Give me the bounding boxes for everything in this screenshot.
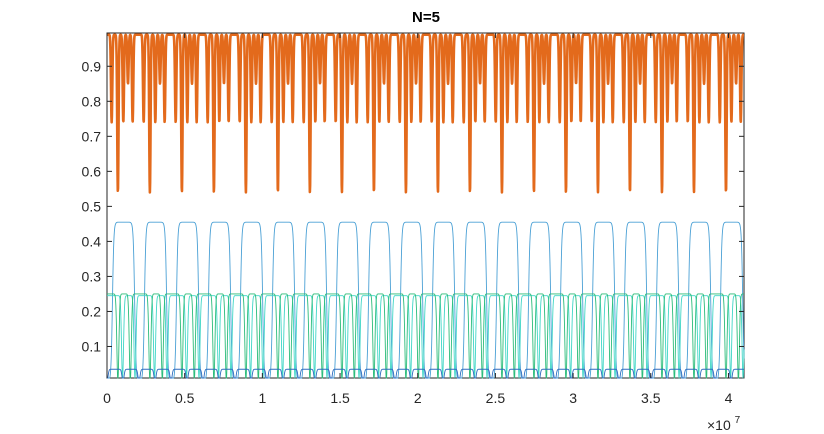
x-axis-exponent-power: 7: [735, 415, 741, 426]
y-tick-label: 0.2: [82, 303, 102, 319]
x-tick-label: 3.5: [641, 390, 661, 406]
y-tick-label: 0.6: [82, 163, 102, 179]
x-axis-exponent: ×10 7: [707, 415, 741, 433]
series-line-2: [106, 221, 745, 379]
y-tick-label: 0.5: [82, 198, 102, 214]
y-tick-label: 0.3: [82, 268, 102, 284]
x-tick-label: 4: [725, 390, 733, 406]
x-tick-label: 1: [258, 390, 266, 406]
x-tick-label: 0: [103, 390, 111, 406]
y-tick-label: 0.7: [82, 128, 102, 144]
series-line-1: [105, 33, 746, 194]
y-tick-label: 0.9: [82, 58, 102, 74]
series-line-3: [106, 293, 745, 379]
x-tick-label: 2: [414, 390, 422, 406]
y-axis: 0.1 0.2 0.3 0.4 0.5 0.6 0.7 0.8 0.9: [82, 58, 744, 354]
x-axis-exponent-base: ×10: [707, 417, 731, 433]
x-tick-label: 3: [569, 390, 577, 406]
series-line-5: [106, 368, 745, 379]
series-line-4: [106, 295, 745, 379]
x-tick-label: 2.5: [486, 390, 506, 406]
y-tick-label: 0.1: [82, 338, 102, 354]
plot-area: [105, 32, 746, 379]
series-layer: [105, 33, 746, 379]
y-tick-label: 0.8: [82, 93, 102, 109]
x-tick-label: 0.5: [175, 390, 195, 406]
x-axis: 0 0.5 1 1.5 2 2.5 3 3.5 4: [103, 33, 733, 406]
chart-title: N=5: [412, 9, 440, 26]
x-tick-label: 1.5: [330, 390, 350, 406]
y-tick-label: 0.4: [82, 233, 102, 249]
